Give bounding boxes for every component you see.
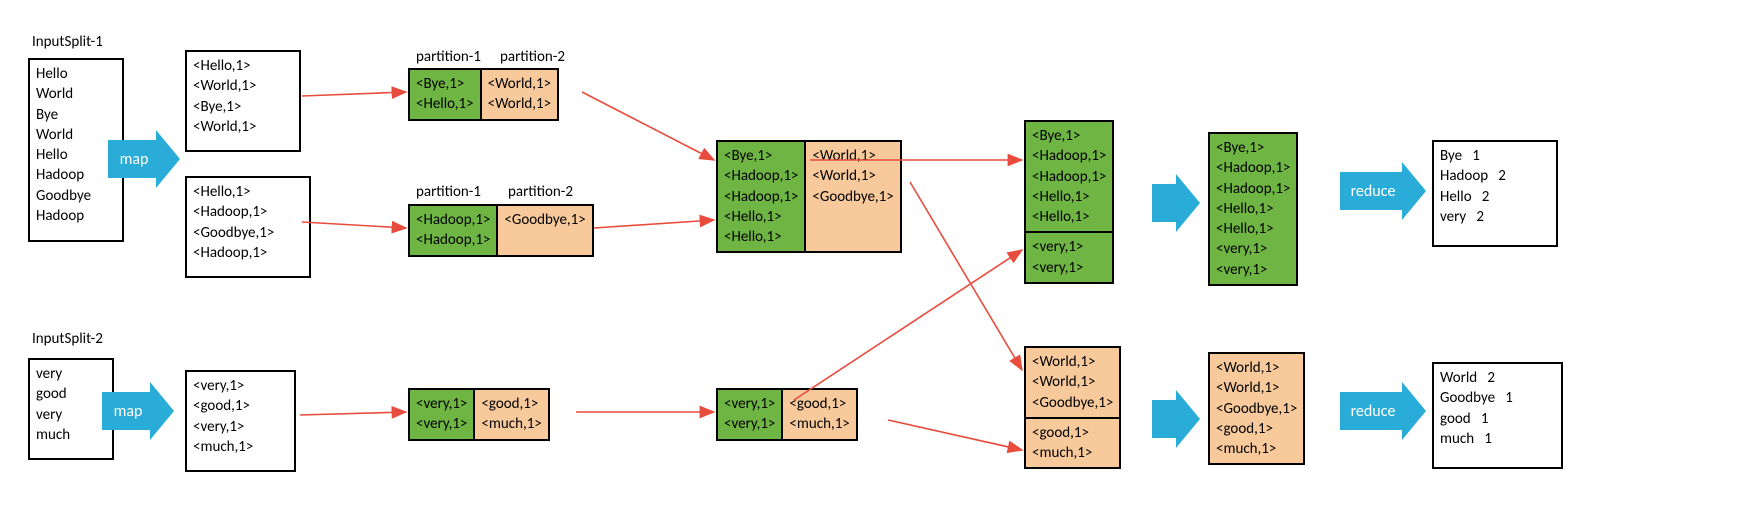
- input-split-1-label: InputSplit-1: [32, 33, 103, 51]
- partition-1b-label: partition-1: [416, 183, 481, 201]
- input-split-2-label: InputSplit-2: [32, 330, 103, 348]
- output-1-box: Bye 1 Hadoop 2 Hello 2 very 2: [1432, 140, 1558, 247]
- merge-box-2: <very,1> <very,1><good,1> <much,1>: [716, 388, 858, 441]
- group-stack-1: <Bye,1> <Hadoop,1> <Hadoop,1> <Hello,1> …: [1024, 120, 1114, 284]
- partition-2b-label: partition-2: [508, 183, 573, 201]
- partition-box-3: <very,1> <very,1><good,1> <much,1>: [408, 388, 550, 441]
- partition-box-1: <Bye,1> <Hello,1><World,1> <World,1>: [408, 68, 559, 121]
- svg-text:reduce: reduce: [1351, 182, 1396, 201]
- output-2-box: World 2 Goodbye 1 good 1 much 1: [1432, 362, 1563, 469]
- svg-text:map: map: [114, 402, 143, 421]
- combined-box-1: <Bye,1> <Hadoop,1> <Hadoop,1> <Hello,1> …: [1208, 132, 1298, 286]
- map-output-2-box: <very,1> <good,1> <very,1> <much,1>: [185, 370, 296, 472]
- combined-box-2: <World,1> <World,1> <Goodbye,1> <good,1>…: [1208, 352, 1305, 465]
- partition-box-2: <Hadoop,1> <Hadoop,1><Goodbye,1>: [408, 204, 594, 257]
- merge-box-1: <Bye,1> <Hadoop,1> <Hadoop,1> <Hello,1> …: [716, 140, 902, 253]
- group-stack-2: <World,1> <World,1> <Goodbye,1><good,1> …: [1024, 346, 1121, 469]
- partition-1a-label: partition-1: [416, 48, 481, 66]
- input-2-box: very good very much: [28, 358, 114, 460]
- partition-2a-label: partition-2: [500, 48, 565, 66]
- map-output-1b-box: <Hello,1> <Hadoop,1> <Goodbye,1> <Hadoop…: [185, 176, 311, 278]
- svg-text:reduce: reduce: [1351, 402, 1396, 421]
- input-1-box: Hello World Bye World Hello Hadoop Goodb…: [28, 58, 124, 242]
- map-output-1a-box: <Hello,1> <World,1> <Bye,1> <World,1>: [185, 50, 301, 152]
